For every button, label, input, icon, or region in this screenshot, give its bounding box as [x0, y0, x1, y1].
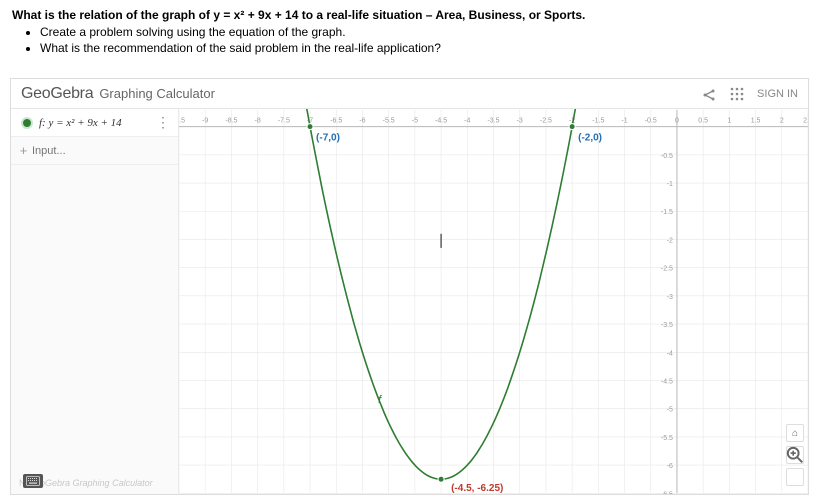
formula-row[interactable]: f: y = x² + 9x + 14 ⋮: [11, 109, 178, 137]
svg-text:-8.5: -8.5: [225, 118, 237, 125]
svg-text:1: 1: [727, 118, 731, 125]
svg-text:-6.5: -6.5: [330, 118, 342, 125]
question-title: What is the relation of the graph of y =…: [12, 8, 807, 22]
svg-text:-1: -1: [667, 181, 673, 188]
apps-icon[interactable]: [729, 86, 745, 102]
graph-canvas[interactable]: -9.5-9-8.5-8-7.5-7-6.5-6-5.5-5-4.5-4-3.5…: [179, 109, 808, 494]
svg-text:-5: -5: [667, 407, 673, 414]
svg-text:-8: -8: [255, 118, 261, 125]
formula-input[interactable]: [32, 145, 174, 157]
svg-text:-3: -3: [667, 294, 673, 301]
svg-text:-2.5: -2.5: [661, 266, 673, 273]
svg-text:-4: -4: [667, 350, 673, 357]
svg-text:-0.5: -0.5: [645, 118, 657, 125]
keyboard-icon[interactable]: [23, 474, 43, 488]
graph-svg: -9.5-9-8.5-8-7.5-7-6.5-6-5.5-5-4.5-4-3.5…: [179, 109, 808, 494]
brand-logo: GeoGebra: [21, 85, 93, 103]
svg-text:-6.5: -6.5: [661, 491, 673, 494]
svg-text:-7.5: -7.5: [278, 118, 290, 125]
zoom-tools: ⌂: [786, 424, 804, 486]
svg-text:-0.5: -0.5: [661, 153, 673, 160]
svg-text:-4.5: -4.5: [661, 378, 673, 385]
svg-text:-6: -6: [359, 118, 365, 125]
svg-text:(-7,0): (-7,0): [316, 133, 340, 144]
svg-text:-2: -2: [667, 237, 673, 244]
svg-text:1.5: 1.5: [751, 118, 761, 125]
app-header: GeoGebra Graphing Calculator SIGN IN: [11, 79, 808, 109]
svg-text:-9.5: -9.5: [179, 118, 185, 125]
question-bullet: Create a problem solving using the equat…: [40, 25, 807, 39]
svg-text:-5.5: -5.5: [383, 118, 395, 125]
svg-text:-5: -5: [412, 118, 418, 125]
svg-text:-1: -1: [621, 118, 627, 125]
signin-button[interactable]: SIGN IN: [757, 88, 798, 100]
formula-text: f: y = x² + 9x + 14: [39, 117, 152, 129]
question-bullet: What is the recommendation of the said p…: [40, 41, 807, 55]
share-icon[interactable]: [701, 86, 717, 102]
input-row[interactable]: +: [11, 137, 178, 165]
svg-text:-4.5: -4.5: [435, 118, 447, 125]
svg-text:-3.5: -3.5: [487, 118, 499, 125]
svg-text:-3: -3: [517, 118, 523, 125]
svg-text:-9: -9: [202, 118, 208, 125]
svg-text:(-2,0): (-2,0): [578, 133, 602, 144]
svg-text:-1.5: -1.5: [661, 209, 673, 216]
svg-text:2: 2: [780, 118, 784, 125]
app-subtitle: Graphing Calculator: [99, 86, 215, 101]
plus-icon: +: [15, 143, 32, 158]
question-block: What is the relation of the graph of y =…: [0, 0, 819, 61]
svg-text:-6: -6: [667, 463, 673, 470]
app-body: f: y = x² + 9x + 14 ⋮ + N GeoGebra Graph…: [11, 109, 808, 494]
svg-text:(-4.5, -6.25): (-4.5, -6.25): [451, 483, 503, 494]
algebra-sidebar: f: y = x² + 9x + 14 ⋮ + N GeoGebra Graph…: [11, 109, 179, 494]
geogebra-app: GeoGebra Graphing Calculator SIGN IN f: …: [10, 78, 809, 495]
svg-text:-5.5: -5.5: [661, 435, 673, 442]
question-list: Create a problem solving using the equat…: [12, 25, 807, 55]
svg-text:0: 0: [675, 118, 679, 125]
kebab-icon[interactable]: ⋮: [152, 114, 174, 131]
svg-text:-2.5: -2.5: [540, 118, 552, 125]
header-actions: SIGN IN: [701, 86, 798, 102]
visibility-dot-icon[interactable]: [21, 117, 33, 129]
zoom-out-icon[interactable]: [786, 468, 804, 486]
svg-text:0.5: 0.5: [698, 118, 708, 125]
svg-text:-1.5: -1.5: [592, 118, 604, 125]
svg-text:-3.5: -3.5: [661, 322, 673, 329]
svg-text:2.5: 2.5: [803, 118, 808, 125]
svg-text:-4: -4: [464, 118, 470, 125]
